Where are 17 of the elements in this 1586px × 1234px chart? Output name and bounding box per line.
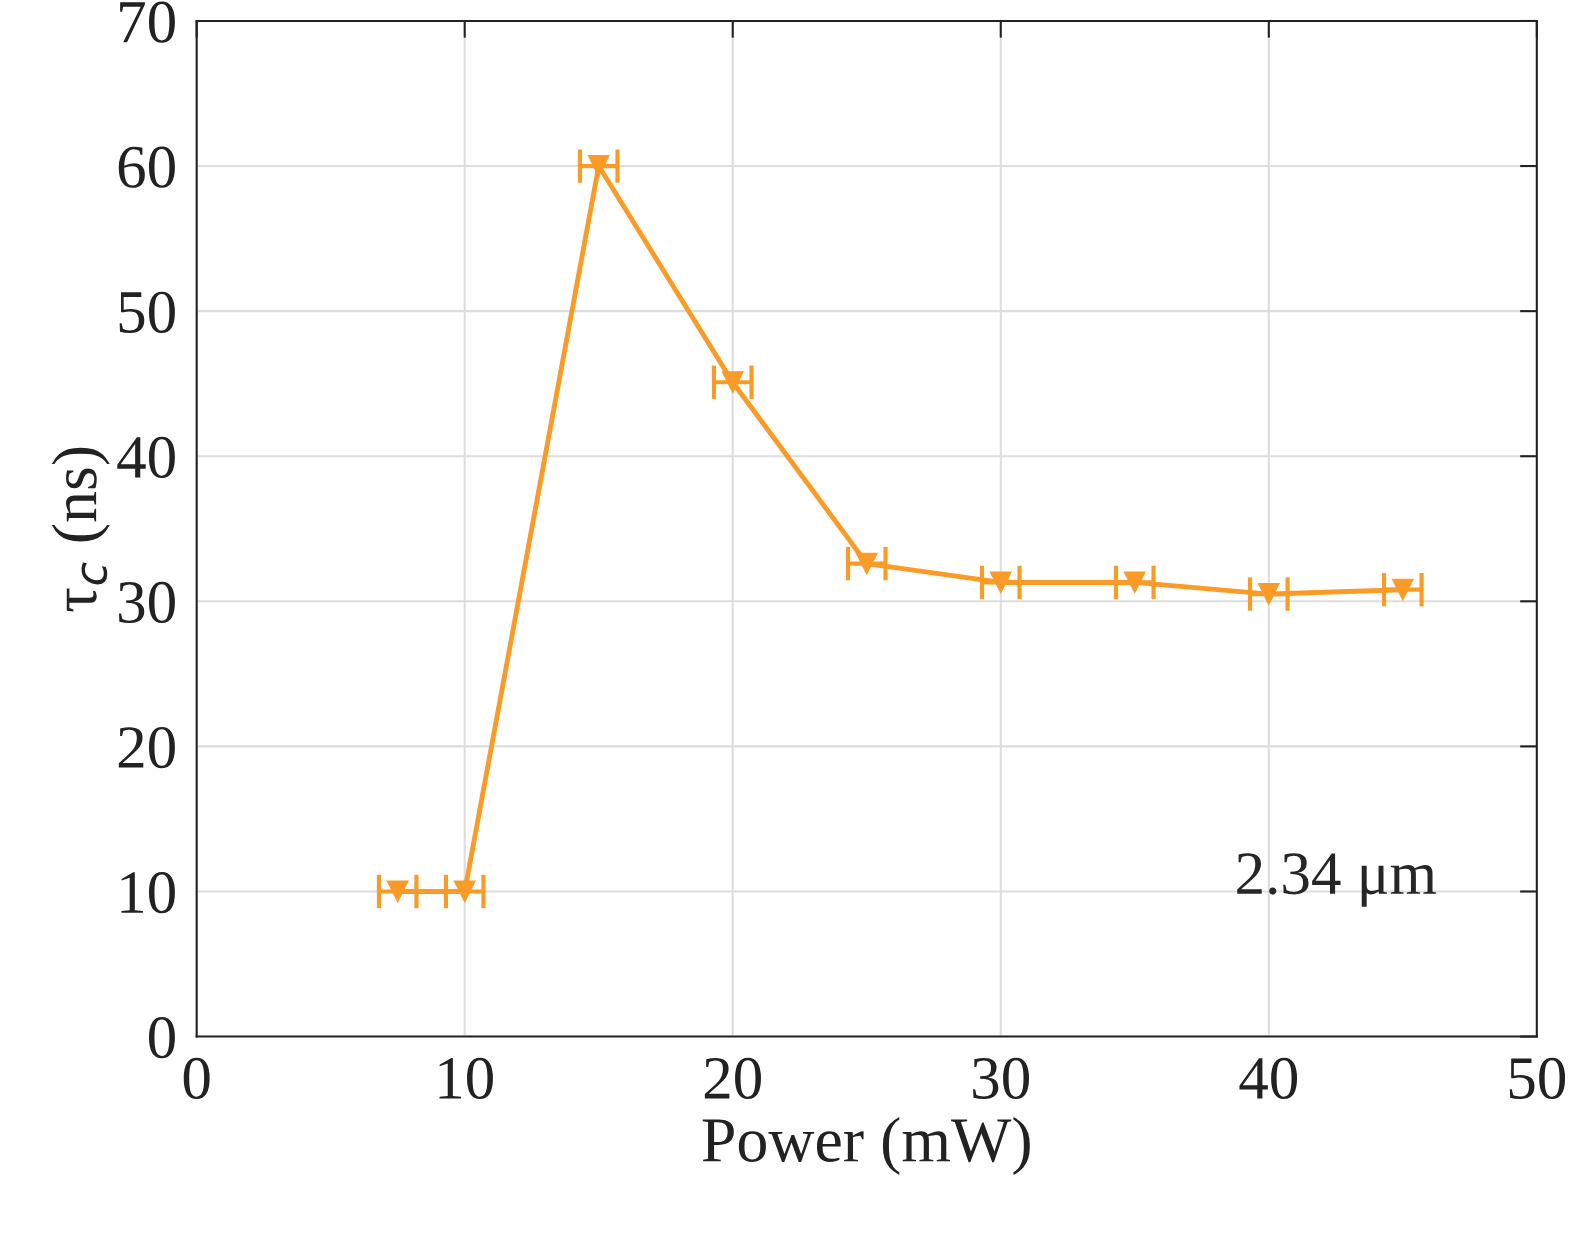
x-tick-label: 50 <box>1509 1057 1566 1100</box>
y-tick-label: 60 <box>118 146 175 188</box>
y-tick-label: 30 <box>119 581 175 624</box>
y-tick-label: 20 <box>118 726 175 769</box>
y-tick-label: 50 <box>119 291 175 333</box>
x-tick-label: 30 <box>973 1057 1029 1100</box>
x-tick-label: 20 <box>704 1057 761 1100</box>
x-axis-title: Power (mW) <box>702 1116 1030 1175</box>
y-tick-label: 40 <box>117 436 175 479</box>
x-tick-label: 40 <box>1239 1057 1298 1100</box>
y-tick-label: 10 <box>121 872 175 914</box>
y-axis-title: τ$_{c}$ (ns) <box>51 447 110 612</box>
x-tick-label: 0 <box>183 1057 210 1100</box>
y-tick-label: 0 <box>148 1017 175 1059</box>
x-tick-label: 10 <box>439 1057 493 1100</box>
y-tick-label: 70 <box>120 1 175 43</box>
annotation: 2.34 μm <box>1237 853 1437 907</box>
